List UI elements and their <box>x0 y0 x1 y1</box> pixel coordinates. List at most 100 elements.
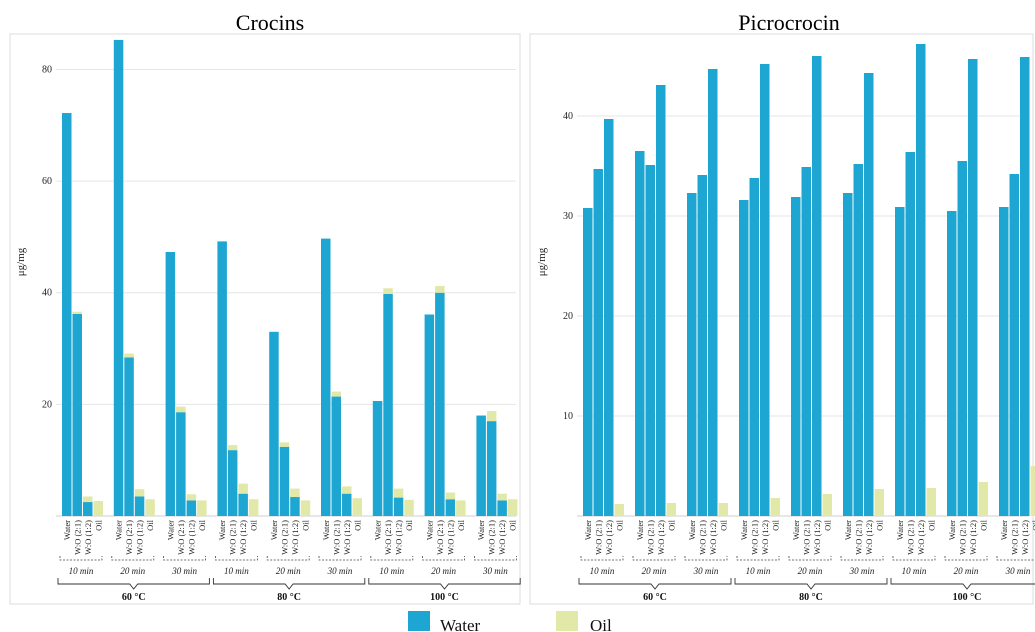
picrocrocin-bar-water <box>916 44 926 516</box>
crocins-bar-water <box>476 415 486 516</box>
crocins-solvent-label: W:O (1:2) <box>186 520 196 555</box>
picrocrocin-solvent-label: W:O (2:1) <box>645 520 655 555</box>
crocins-bar-oil <box>227 445 238 451</box>
crocins-solvent-label: Oil <box>249 519 259 531</box>
crocins-solvent-label: W:O (1:2) <box>497 520 507 555</box>
picrocrocin-frame <box>529 33 1034 605</box>
crocins-solvent-label: W:O (2:1) <box>487 520 497 555</box>
picrocrocin-solvent-label: Water <box>947 520 957 540</box>
picrocrocin-time-label: 30 min <box>693 566 719 576</box>
picrocrocin-bar-water <box>739 200 749 516</box>
crocins-temperature-brace <box>57 578 210 590</box>
crocins-temperature-label: 100 °C <box>430 592 459 603</box>
picrocrocin-solvent-label: W:O (1:2) <box>760 520 770 555</box>
crocins-bar-oil <box>134 489 145 497</box>
legend-swatch-oil <box>556 611 578 631</box>
crocins-solvent-label: Oil <box>300 519 310 531</box>
picrocrocin-y-tick-label: 20 <box>563 311 573 322</box>
crocins-bar-oil <box>124 353 134 358</box>
crocins-y-axis-label: μg/mg <box>15 247 27 276</box>
picrocrocin-solvent-label: W:O (2:1) <box>957 520 967 555</box>
picrocrocin-time-label: 20 min <box>954 566 979 576</box>
picrocrocin-bar-oil <box>1030 466 1035 516</box>
picrocrocin-solvent-label: Oil <box>1030 519 1035 531</box>
crocins-solvent-label: W:O (2:1) <box>435 520 445 555</box>
crocins-bar-water <box>435 292 445 516</box>
picrocrocin-bar-water <box>905 152 915 516</box>
picrocrocin-solvent-label: W:O (1:2) <box>656 520 666 555</box>
picrocrocin-solvent-label: Oil <box>874 519 884 531</box>
picrocrocin-solvent-label: Water <box>895 520 905 540</box>
legend-label-water: Water <box>440 616 480 632</box>
crocins-bar-oil <box>342 486 352 494</box>
picrocrocin-time-bracket <box>892 556 936 561</box>
picrocrocin-solvent-label: W:O (2:1) <box>853 520 863 555</box>
crocins-time-bracket <box>370 556 414 561</box>
picrocrocin-bar-water <box>1020 57 1030 516</box>
crocins-bar-water <box>165 252 176 516</box>
legend: Water Oil <box>408 611 612 632</box>
crocins-bar-water <box>279 446 290 516</box>
picrocrocin-solvent-label: Water <box>687 520 697 540</box>
picrocrocin-bar-water <box>968 59 978 516</box>
picrocrocin-time-label: 30 min <box>1005 566 1031 576</box>
crocins-solvent-label: W:O (2:1) <box>124 520 134 555</box>
crocins-temperature-brace <box>368 578 521 590</box>
picrocrocin-solvent-label: Oil <box>822 519 832 531</box>
picrocrocin-solvent-label: W:O (1:2) <box>812 520 822 555</box>
picrocrocin-bar-water <box>864 73 874 516</box>
crocins-solvent-label: W:O (1:2) <box>135 520 145 555</box>
crocins-bar-water <box>124 357 134 516</box>
crocins-bar-oil <box>300 500 311 516</box>
picrocrocin-bar-water <box>957 161 967 516</box>
crocins-bar-water <box>372 401 383 516</box>
crocins-solvent-label: W:O (2:1) <box>331 520 341 555</box>
crocins-time-label: 10 min <box>224 566 249 576</box>
picrocrocin-solvent-label: W:O (1:2) <box>1020 520 1030 555</box>
picrocrocin-solvent-label: Water <box>843 520 853 540</box>
crocins-bar-oil <box>486 411 497 422</box>
picrocrocin-bar-water <box>697 175 707 516</box>
picrocrocin-y-tick-label: 10 <box>563 411 573 422</box>
crocins-solvent-label: Water <box>321 520 331 540</box>
picrocrocin-time-label: 10 min <box>590 566 615 576</box>
crocins-bar-oil <box>176 406 186 413</box>
crocins-bar-oil <box>238 483 248 494</box>
crocins-solvent-label: W:O (2:1) <box>279 520 289 555</box>
crocins-solvent-label: W:O (1:2) <box>342 520 352 555</box>
picrocrocin-time-label: 20 min <box>642 566 667 576</box>
crocins-solvent-label: Oil <box>404 519 414 531</box>
crocins-solvent-label: Oil <box>93 519 103 531</box>
picrocrocin-bar-water <box>687 193 697 516</box>
picrocrocin-solvent-label: W:O (1:2) <box>864 520 874 555</box>
crocins-time-bracket <box>422 556 465 561</box>
crocins-bar-water <box>342 493 352 516</box>
picrocrocin-solvent-label: Water <box>635 520 645 540</box>
crocins-solvent-label: Water <box>424 520 434 540</box>
picrocrocin-temperature-label: 80 °C <box>799 592 823 603</box>
crocins-bar-water <box>269 331 279 516</box>
crocins-bar-water <box>227 450 238 516</box>
crocins-solvent-label: Water <box>114 520 124 540</box>
picrocrocin-time-label: 10 min <box>746 566 771 576</box>
crocins-solvent-label: W:O (1:2) <box>83 520 93 555</box>
legend-label-oil: Oil <box>590 616 612 632</box>
crocins-bar-water <box>424 314 435 516</box>
crocins-solvent-label: W:O (1:2) <box>238 520 248 555</box>
crocins-bar-water <box>393 497 404 516</box>
picrocrocin-bar-water <box>853 164 863 516</box>
picrocrocin-bar-oil <box>614 504 624 516</box>
picrocrocin-temperature-brace <box>734 578 888 590</box>
crocins-y-tick-label: 20 <box>42 399 52 410</box>
crocins-bar-oil <box>445 492 456 500</box>
crocins-solvent-label: Oil <box>508 519 518 531</box>
picrocrocin-bar-water <box>1009 174 1019 516</box>
crocins-time-bracket <box>318 556 362 561</box>
picrocrocin-time-bracket <box>580 556 624 561</box>
crocins-time-bracket <box>163 556 206 561</box>
crocins-time-label: 10 min <box>69 566 94 576</box>
crocins-solvent-label: Water <box>373 520 383 540</box>
picrocrocin-bar-oil <box>718 503 728 516</box>
crocins-solvent-label: W:O (2:1) <box>383 520 393 555</box>
crocins-bar-oil <box>456 500 466 516</box>
